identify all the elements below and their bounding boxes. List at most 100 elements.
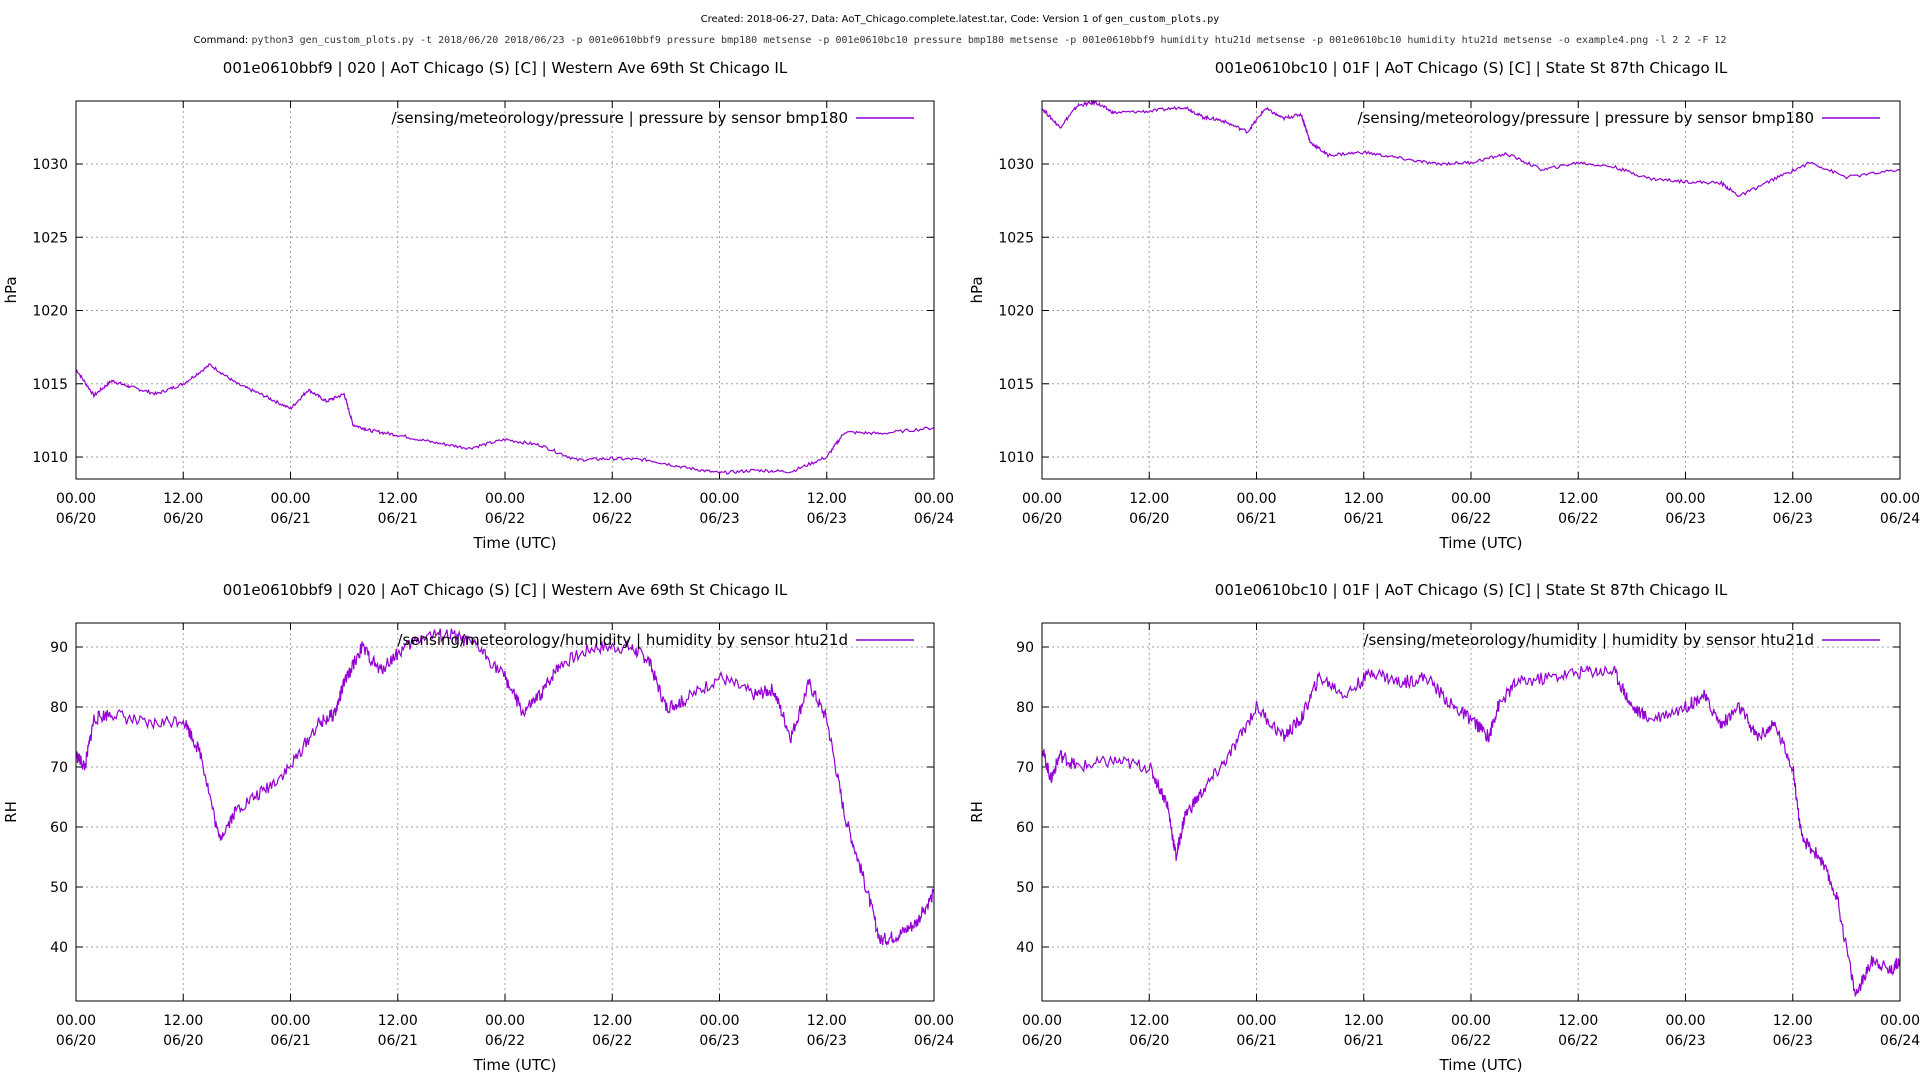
x-tick-label-date: 06/24 [914, 511, 954, 527]
x-tick-label-date: 06/23 [1665, 1033, 1705, 1049]
plot-frame [75, 100, 935, 480]
x-tick-label-date: 06/24 [1880, 511, 1920, 527]
x-tick-label-time: 00.00 [914, 491, 954, 507]
y-tick-label: 1015 [32, 377, 68, 393]
y-axis-label: RH [2, 801, 20, 823]
x-tick-label-date: 06/23 [699, 1033, 739, 1049]
y-tick-label: 50 [1016, 880, 1034, 896]
x-tick-label-time: 00.00 [1880, 1013, 1920, 1029]
x-tick-label-date: 06/20 [1129, 1033, 1169, 1049]
x-tick-label-time: 00.00 [914, 1013, 954, 1029]
series-line [1041, 665, 1901, 998]
x-tick-label-time: 12.00 [1773, 491, 1813, 507]
y-tick-label: 50 [50, 880, 68, 896]
y-tick-label: 1010 [998, 450, 1034, 466]
x-tick-label-date: 06/22 [592, 1033, 632, 1049]
plot-frame [75, 622, 935, 1002]
y-tick-label: 40 [1016, 940, 1034, 956]
x-tick-label-time: 00.00 [56, 491, 96, 507]
plot-frame [1041, 622, 1901, 1002]
legend-label: /sensing/meteorology/humidity | humidity… [397, 631, 848, 649]
y-tick-label: 70 [50, 760, 68, 776]
legend-label: /sensing/meteorology/pressure | pressure… [392, 109, 848, 127]
x-tick-label-time: 12.00 [1129, 491, 1169, 507]
command-label: Command: [193, 35, 249, 46]
x-tick-label-date: 06/20 [163, 1033, 203, 1049]
chart-title: 001e0610bc10 | 01F | AoT Chicago (S) [C]… [1215, 59, 1728, 77]
x-tick-label-date: 06/20 [1022, 511, 1062, 527]
chart-panel: 001e0610bc10 | 01F | AoT Chicago (S) [C]… [968, 59, 1920, 552]
x-tick-label-date: 06/21 [270, 1033, 310, 1049]
x-tick-label-date: 06/22 [1451, 511, 1491, 527]
x-tick-label-date: 06/23 [1665, 511, 1705, 527]
x-tick-label-time: 12.00 [807, 1013, 847, 1029]
chart-title: 001e0610bc10 | 01F | AoT Chicago (S) [C]… [1215, 581, 1728, 599]
x-tick-label-date: 06/23 [807, 511, 847, 527]
x-tick-label-time: 12.00 [592, 1013, 632, 1029]
y-tick-label: 1020 [998, 304, 1034, 320]
x-tick-label-time: 00.00 [1665, 1013, 1705, 1029]
x-tick-label-date: 06/22 [592, 511, 632, 527]
y-tick-label: 90 [50, 640, 68, 656]
x-tick-label-date: 06/21 [378, 1033, 418, 1049]
x-tick-label-time: 12.00 [1344, 491, 1384, 507]
y-axis-label: RH [968, 801, 986, 823]
x-tick-label-time: 00.00 [1665, 491, 1705, 507]
x-tick-label-time: 00.00 [56, 1013, 96, 1029]
y-tick-label: 40 [50, 940, 68, 956]
legend-label: /sensing/meteorology/humidity | humidity… [1363, 631, 1814, 649]
y-tick-label: 70 [1016, 760, 1034, 776]
chart-title: 001e0610bbf9 | 020 | AoT Chicago (S) [C]… [223, 59, 788, 77]
x-tick-label-time: 00.00 [1236, 1013, 1276, 1029]
x-tick-label-date: 06/21 [1236, 511, 1276, 527]
chart-panel: 001e0610bbf9 | 020 | AoT Chicago (S) [C]… [2, 59, 954, 552]
x-tick-label-date: 06/23 [1773, 1033, 1813, 1049]
series-line [1041, 99, 1901, 198]
y-tick-label: 1030 [32, 157, 68, 173]
y-tick-label: 60 [1016, 820, 1034, 836]
chart-title: 001e0610bbf9 | 020 | AoT Chicago (S) [C]… [223, 581, 788, 599]
y-tick-label: 1025 [998, 230, 1034, 246]
plot-created-header: Created: 2018-06-27, Data: AoT_Chicago.c… [0, 14, 1920, 25]
x-axis-label: Time (UTC) [473, 534, 557, 552]
x-tick-label-date: 06/20 [56, 1033, 96, 1049]
x-tick-label-time: 00.00 [1451, 491, 1491, 507]
x-tick-label-time: 12.00 [163, 491, 203, 507]
x-tick-label-time: 12.00 [592, 491, 632, 507]
x-tick-label-time: 00.00 [270, 1013, 310, 1029]
y-axis-label: hPa [2, 276, 20, 303]
y-tick-label: 1010 [32, 450, 68, 466]
y-tick-label: 80 [1016, 700, 1034, 716]
plot-command-header: Command: python3 gen_custom_plots.py -t … [0, 35, 1920, 46]
legend-label: /sensing/meteorology/pressure | pressure… [1358, 109, 1814, 127]
x-tick-label-date: 06/21 [1236, 1033, 1276, 1049]
x-tick-label-time: 00.00 [699, 491, 739, 507]
series-line [75, 363, 935, 475]
command-text: python3 gen_custom_plots.py -t 2018/06/2… [251, 35, 1727, 46]
x-tick-label-date: 06/21 [1344, 511, 1384, 527]
x-tick-label-date: 06/21 [378, 511, 418, 527]
x-tick-label-date: 06/20 [1022, 1033, 1062, 1049]
x-axis-label: Time (UTC) [1439, 1056, 1523, 1074]
y-tick-label: 1020 [32, 304, 68, 320]
x-tick-label-date: 06/24 [914, 1033, 954, 1049]
x-tick-label-time: 00.00 [485, 1013, 525, 1029]
x-tick-label-time: 00.00 [699, 1013, 739, 1029]
x-tick-label-date: 06/21 [270, 511, 310, 527]
x-tick-label-date: 06/22 [1451, 1033, 1491, 1049]
chart-panel: 001e0610bbf9 | 020 | AoT Chicago (S) [C]… [2, 581, 954, 1074]
x-tick-label-date: 06/22 [1558, 1033, 1598, 1049]
x-tick-label-date: 06/22 [485, 511, 525, 527]
x-tick-label-time: 00.00 [1022, 1013, 1062, 1029]
x-tick-label-date: 06/20 [56, 511, 96, 527]
x-tick-label-date: 06/23 [1773, 511, 1813, 527]
x-tick-label-time: 00.00 [1022, 491, 1062, 507]
x-tick-label-date: 06/20 [163, 511, 203, 527]
x-tick-label-time: 12.00 [1558, 491, 1598, 507]
y-tick-label: 1030 [998, 157, 1034, 173]
y-tick-label: 1015 [998, 377, 1034, 393]
x-tick-label-date: 06/24 [1880, 1033, 1920, 1049]
x-tick-label-time: 12.00 [1773, 1013, 1813, 1029]
x-tick-label-time: 12.00 [807, 491, 847, 507]
